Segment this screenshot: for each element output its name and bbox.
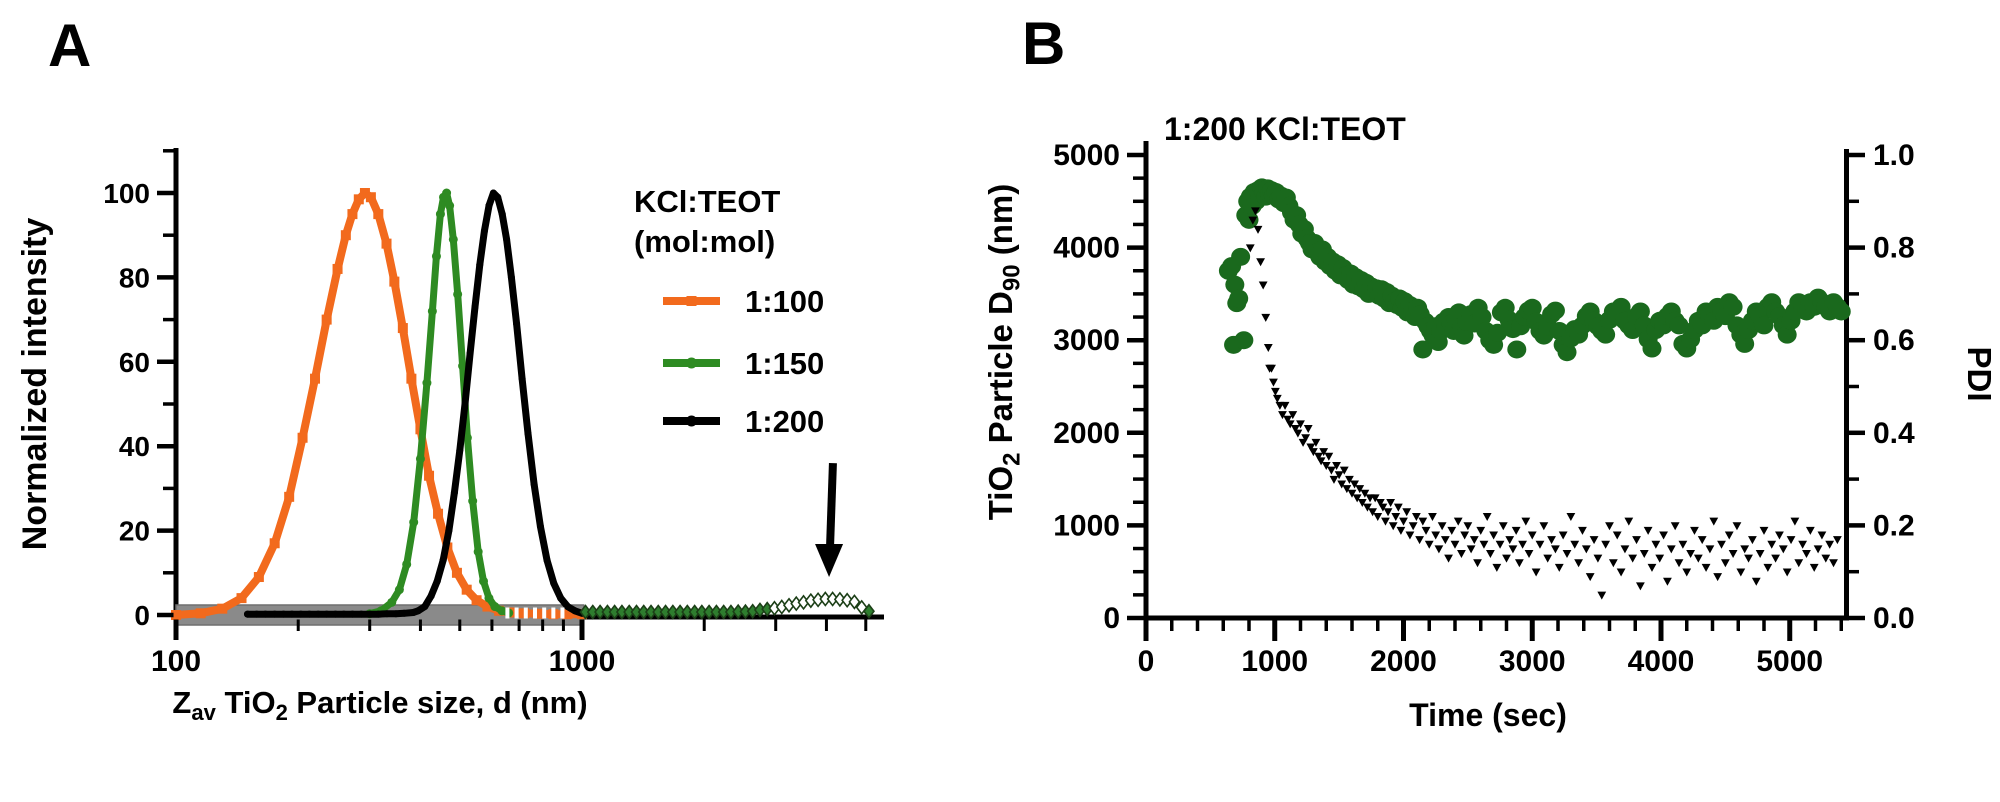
panel-a-y-axis-label: Normalized intensity bbox=[16, 218, 54, 551]
panel-b-x-ticks: 0 1000 2000 3000 4000 5000 bbox=[1138, 620, 1843, 678]
svg-text:4000: 4000 bbox=[1053, 232, 1120, 265]
panel-b-left-ticks: 0 1000 2000 3000 4000 5000 bbox=[1053, 139, 1144, 635]
legend-title-line1: KCl:TEOT bbox=[634, 184, 780, 219]
svg-text:1:150: 1:150 bbox=[745, 346, 824, 381]
svg-text:60: 60 bbox=[119, 347, 150, 378]
svg-text:0.2: 0.2 bbox=[1873, 509, 1915, 542]
svg-text:3000: 3000 bbox=[1499, 645, 1566, 678]
svg-text:0.8: 0.8 bbox=[1873, 232, 1915, 265]
panel-b-letter: B bbox=[1022, 10, 1066, 77]
svg-text:80: 80 bbox=[119, 262, 150, 293]
panel-a-x-axis-label: Zav​ TiO2​ Particle size, d (nm) bbox=[172, 685, 587, 725]
band-white-dash bbox=[514, 607, 519, 619]
panel-a-chart: 0 20 40 60 80 100 100 1000 Normalized intensity Z… bbox=[16, 148, 884, 725]
legend-entry-1-200: 1:200 bbox=[663, 404, 824, 439]
svg-text:0.4: 0.4 bbox=[1873, 417, 1915, 450]
svg-text:4000: 4000 bbox=[1628, 645, 1695, 678]
svg-text:2000: 2000 bbox=[1053, 417, 1120, 450]
legend-title-line2: (mol:mol) bbox=[634, 224, 775, 259]
svg-text:0.6: 0.6 bbox=[1873, 324, 1915, 357]
panel-b-left-axis-label: TiO2​ Particle D90​ (nm) bbox=[982, 184, 1025, 521]
svg-text:2000: 2000 bbox=[1370, 645, 1437, 678]
panel-b-x-axis-label: Time (sec) bbox=[1409, 697, 1567, 733]
svg-text:1.0: 1.0 bbox=[1873, 139, 1915, 172]
svg-text:5000: 5000 bbox=[1756, 645, 1823, 678]
panel-a-letter: A bbox=[48, 12, 92, 79]
series-tio2-particle-d90 bbox=[1218, 178, 1851, 362]
band-white-dash bbox=[532, 607, 537, 619]
legend-entry-1-100: 1:100 bbox=[663, 284, 824, 319]
svg-text:0: 0 bbox=[1138, 645, 1155, 678]
panel-b-right-ticks: 0.0 0.2 0.4 0.6 0.8 1.0 bbox=[1849, 139, 1915, 635]
annotation-arrow bbox=[815, 462, 844, 578]
svg-text:0: 0 bbox=[134, 600, 150, 631]
svg-text:100: 100 bbox=[103, 178, 150, 209]
band-white-dash bbox=[551, 607, 556, 619]
svg-text:1:200: 1:200 bbox=[745, 404, 824, 439]
svg-text:3000: 3000 bbox=[1053, 324, 1120, 357]
series-pdi bbox=[1245, 207, 1842, 600]
series-1-200 bbox=[243, 189, 586, 618]
panel-a-legend: KCl:TEOT (mol:mol) 1:100 1:150 1:200 bbox=[634, 184, 824, 439]
series-large-aggregates-diamonds bbox=[579, 591, 875, 620]
legend-entry-1-150: 1:150 bbox=[663, 346, 824, 381]
svg-text:1:100: 1:100 bbox=[745, 284, 824, 319]
svg-text:20: 20 bbox=[119, 516, 150, 547]
panel-b-right-axis-label: PDI bbox=[1961, 346, 1998, 401]
band-white-dash bbox=[505, 607, 510, 619]
band-white-dash bbox=[523, 607, 528, 619]
band-white-dash bbox=[560, 607, 565, 619]
svg-text:5000: 5000 bbox=[1053, 139, 1120, 172]
panel-a-x-ticks: 100 1000 bbox=[151, 619, 868, 678]
svg-text:40: 40 bbox=[119, 431, 150, 462]
band-white-dash bbox=[542, 607, 547, 619]
svg-text:0: 0 bbox=[1103, 602, 1120, 635]
svg-text:0.0: 0.0 bbox=[1873, 602, 1915, 635]
svg-text:1000: 1000 bbox=[549, 645, 616, 678]
panel-a-y-ticks: 0 20 40 60 80 100 bbox=[103, 149, 174, 631]
svg-text:1000: 1000 bbox=[1241, 645, 1308, 678]
panel-b-title: 1:200 KCl:TEOT bbox=[1164, 111, 1406, 147]
svg-text:100: 100 bbox=[151, 645, 201, 678]
svg-text:1000: 1000 bbox=[1053, 509, 1120, 542]
panel-b-chart: 1:200 KCl:TEOT 0 1000 2000 3000 4000 5000 0 1000… bbox=[982, 111, 1998, 733]
